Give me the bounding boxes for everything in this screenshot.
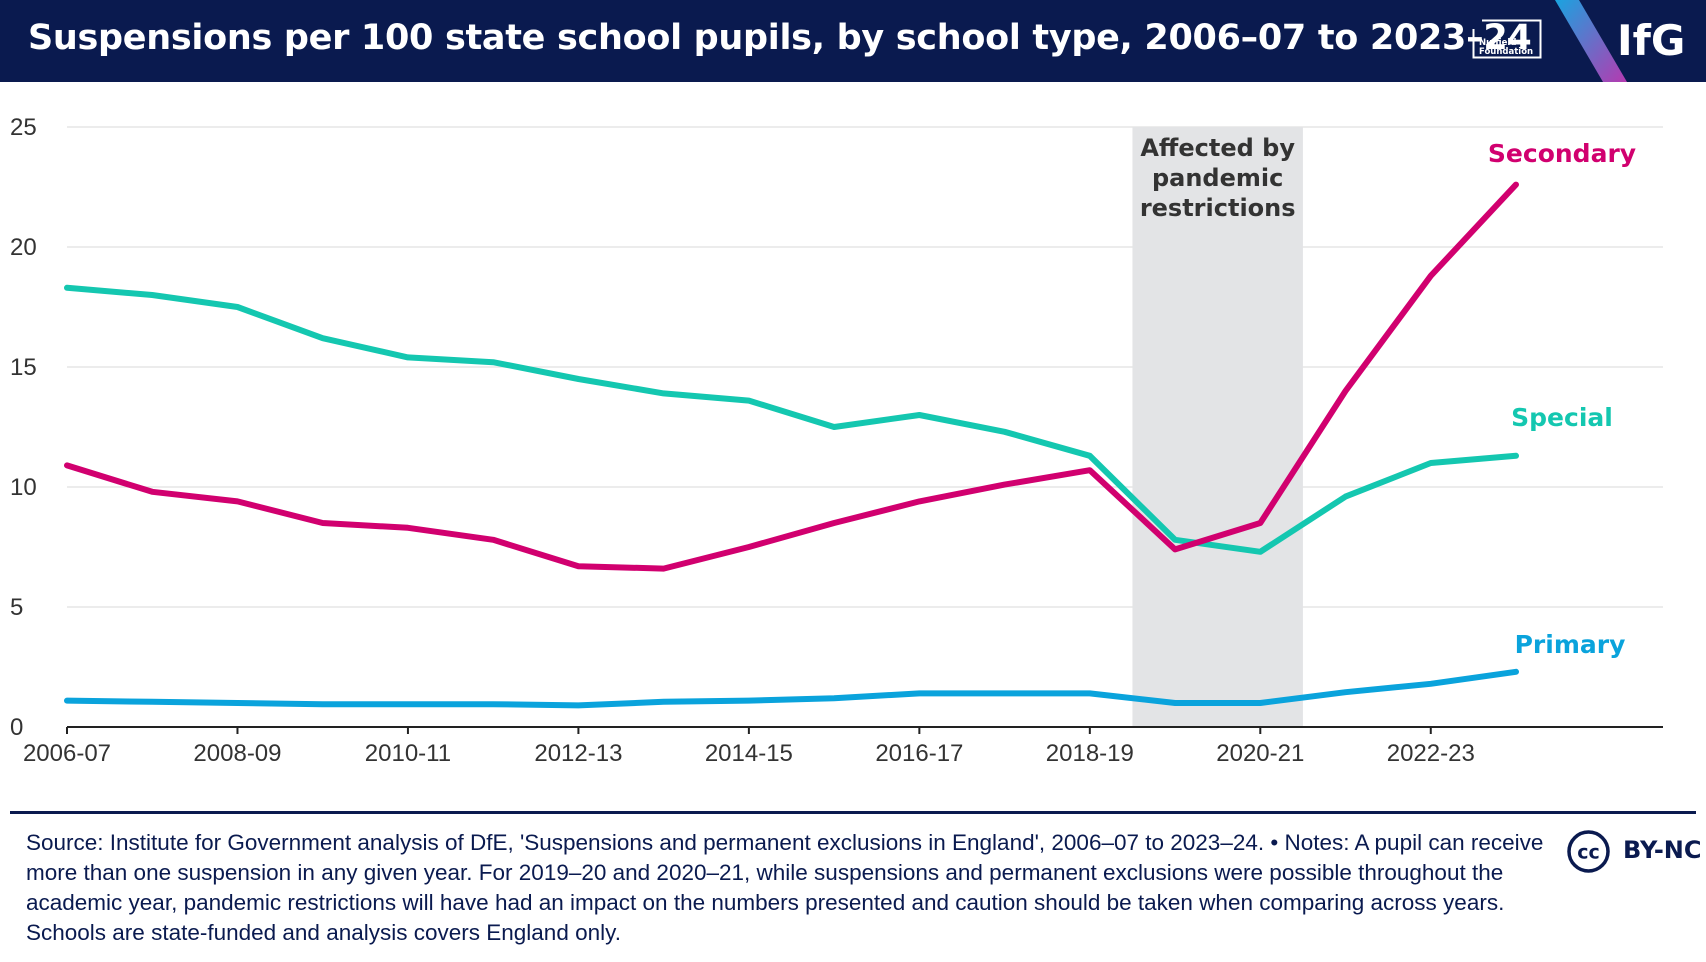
gridlines xyxy=(67,126,1663,608)
source-note: Source: Institute for Government analysi… xyxy=(26,830,1544,945)
license-label: BY-NC xyxy=(1623,836,1702,864)
footer-divider xyxy=(10,811,1696,814)
series-label-secondary: Secondary xyxy=(1488,139,1636,168)
x-tick-label: 2012-13 xyxy=(534,740,622,767)
nuffield-foundation-logo: Nuffield Foundation xyxy=(1472,19,1542,59)
series-lines xyxy=(64,181,1519,709)
x-tick-label: 2022-23 xyxy=(1387,740,1475,767)
x-tick-label: 2010-11 xyxy=(365,740,451,767)
y-tick-label: 25 xyxy=(10,114,37,141)
series-labels: Secondary Special Primary xyxy=(1488,139,1636,659)
y-tick-label: 0 xyxy=(10,714,23,741)
chart-header: Suspensions per 100 state school pupils,… xyxy=(0,0,1706,82)
pandemic-label: Affected by xyxy=(1140,134,1295,162)
x-tick-label: 2018-19 xyxy=(1046,740,1134,767)
x-tick-label: 2016-17 xyxy=(875,740,963,767)
y-tick-label: 5 xyxy=(10,594,23,621)
y-tick-label: 20 xyxy=(10,234,37,261)
series-line-secondary xyxy=(64,181,1519,572)
y-tick-label: 10 xyxy=(10,474,37,501)
x-tick-label: 2014-15 xyxy=(705,740,793,767)
y-tick-label: 15 xyxy=(10,354,37,381)
series-label-special: Special xyxy=(1511,403,1613,432)
series-label-primary: Primary xyxy=(1515,630,1626,659)
creative-commons-icon: cc xyxy=(1567,830,1610,873)
cc-text: cc xyxy=(1577,842,1600,864)
ifg-brand: IfG xyxy=(1617,16,1686,65)
x-tick-label: 2006-07 xyxy=(23,740,111,767)
pandemic-label: pandemic xyxy=(1152,164,1283,192)
x-tick-label: 2020-21 xyxy=(1216,740,1304,767)
pandemic-region xyxy=(1132,127,1303,727)
pandemic-label: restrictions xyxy=(1140,194,1296,222)
nuffield-line2: Foundation xyxy=(1479,47,1533,57)
nuffield-line1: Nuffield xyxy=(1479,38,1516,48)
axes: 0 5 10 15 20 25 2006-07 2008-09 2010-11 2012-13 20… xyxy=(10,114,1663,767)
series-line-primary xyxy=(64,668,1519,709)
series-line-special xyxy=(64,284,1519,555)
x-tick-label: 2008-09 xyxy=(193,740,281,767)
chart-title: Suspensions per 100 state school pupils,… xyxy=(28,18,1532,58)
ifg-logo-graphic xyxy=(1555,0,1627,82)
